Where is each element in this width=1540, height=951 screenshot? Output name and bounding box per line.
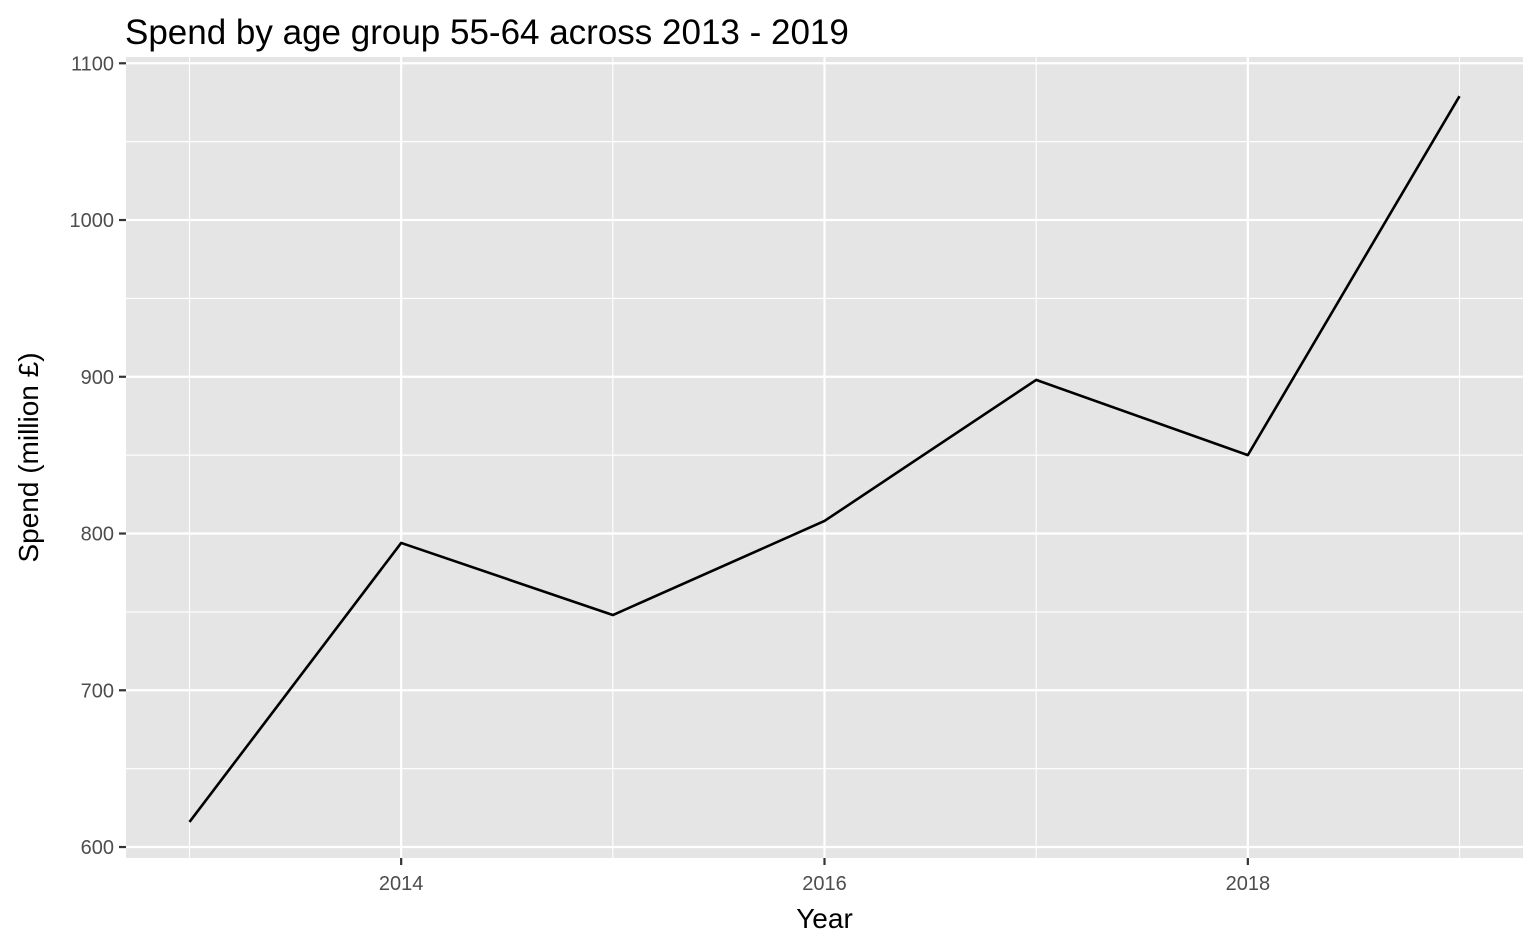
series-line [188, 95, 1461, 823]
grid-lines [126, 57, 1523, 858]
y-tick-label: 600 [81, 837, 114, 859]
y-tick-label: 900 [81, 367, 114, 389]
x-tick-label: 2016 [802, 873, 847, 895]
x-axis: 2014 2016 2018 [379, 858, 1270, 895]
series-group [188, 95, 1461, 823]
y-tick-label: 1100 [71, 53, 114, 75]
y-tick-label: 700 [81, 680, 114, 702]
y-tick-label: 1000 [70, 210, 115, 232]
x-tick-label: 2014 [379, 873, 424, 895]
y-axis: 600 700 800 900 1000 1100 [70, 53, 126, 859]
x-axis-title: Year [796, 903, 853, 934]
y-tick-label: 800 [81, 524, 114, 546]
y-axis-title: Spend (million £) [13, 352, 44, 562]
chart-title: Spend by age group 55-64 across 2013 - 2… [125, 13, 849, 52]
x-tick-label: 2018 [1226, 873, 1271, 895]
